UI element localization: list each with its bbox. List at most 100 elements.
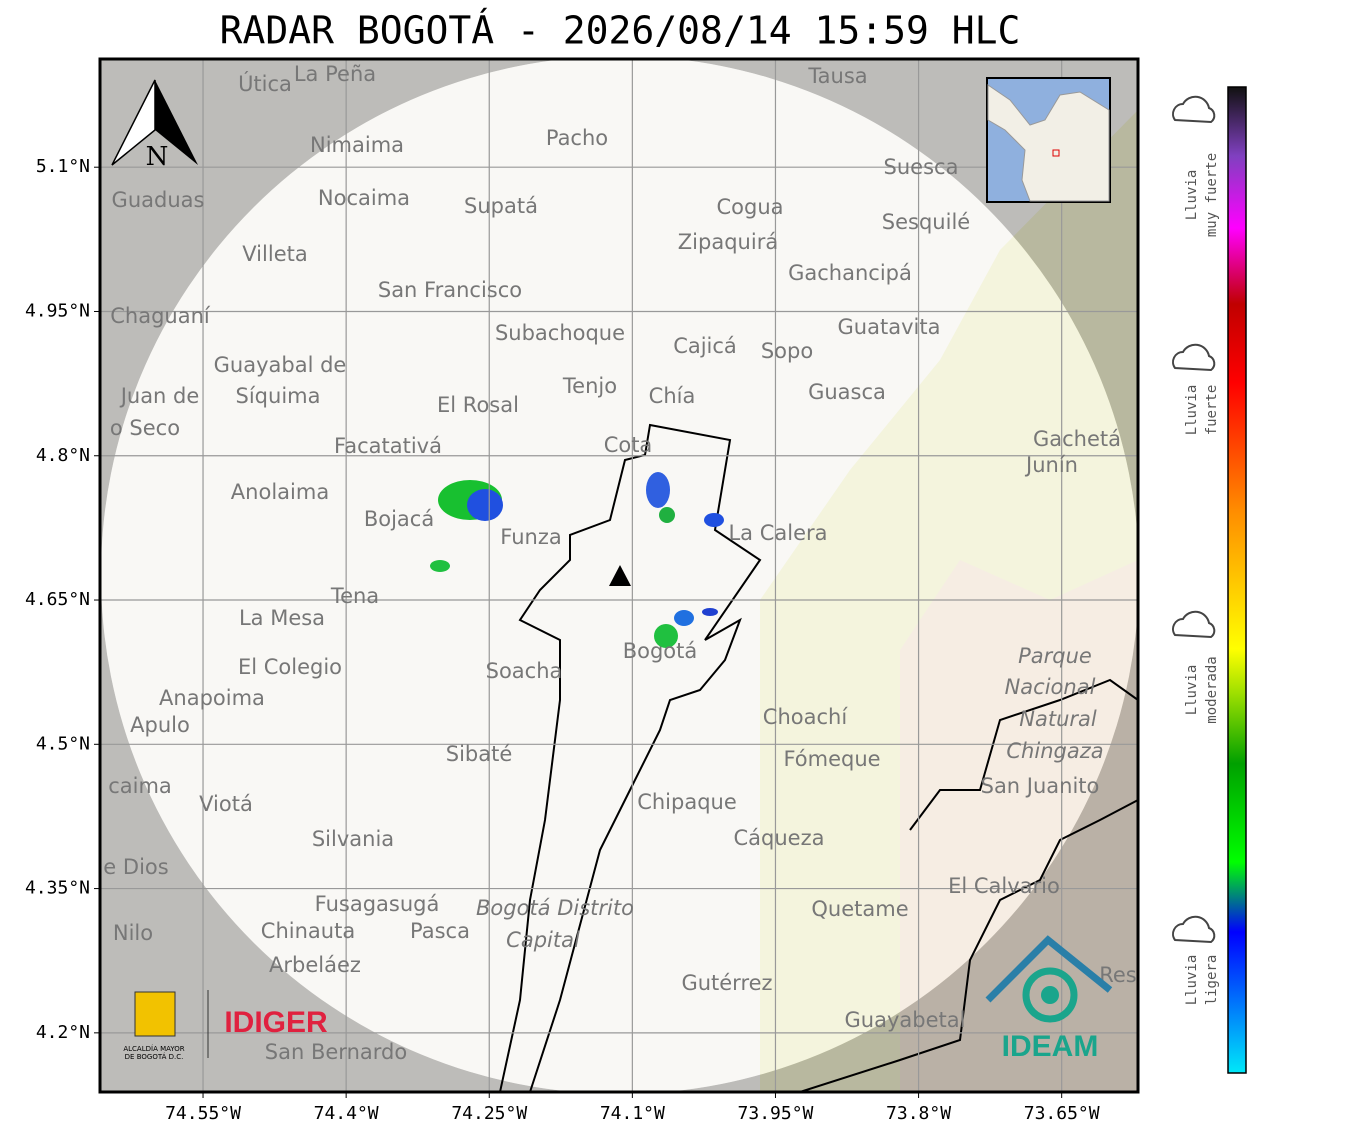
town-label: Funza bbox=[500, 525, 561, 549]
logo-alcaldia: ALCALDÍA MAYOR DE BOGOTÁ D.C. IDIGER bbox=[123, 990, 328, 1061]
town-label: Pacho bbox=[546, 126, 608, 150]
town-label: La Calera bbox=[728, 521, 827, 545]
town-label: Chaguaní bbox=[110, 304, 211, 328]
x-tick-label: 73.95°W bbox=[738, 1103, 814, 1124]
x-tick-label: 74.1°W bbox=[600, 1103, 665, 1124]
rain-category: ligera bbox=[1204, 955, 1220, 1006]
grid bbox=[100, 59, 1138, 1092]
town-label: Nocaima bbox=[318, 186, 410, 210]
rain-category: Lluvia bbox=[1184, 385, 1200, 436]
rain-category: muy fuerte bbox=[1204, 153, 1220, 237]
town-label: Cogua bbox=[716, 195, 783, 219]
town-label: e Dios bbox=[103, 855, 168, 879]
town-label: Chía bbox=[649, 384, 696, 408]
town-label: Sibaté bbox=[446, 742, 513, 766]
x-tick-label: 74.55°W bbox=[165, 1103, 241, 1124]
town-label: Apulo bbox=[130, 713, 190, 737]
rain-icon bbox=[1172, 95, 1216, 124]
town-label: Gutérrez bbox=[681, 971, 772, 995]
town-label: Sesquilé bbox=[882, 210, 970, 234]
town-label: Bojacá bbox=[364, 507, 434, 531]
rain-icon bbox=[1172, 915, 1216, 944]
y-tick-label: 4.95°N bbox=[25, 300, 90, 321]
rain-icon bbox=[1172, 610, 1216, 639]
town-label: Anolaima bbox=[231, 480, 329, 504]
town-label: Silvania bbox=[312, 827, 394, 851]
town-label: Guayabal de bbox=[214, 353, 347, 377]
town-label: San Bernardo bbox=[265, 1040, 407, 1064]
north-arrow: N bbox=[111, 79, 198, 172]
town-label: Guasca bbox=[808, 380, 886, 404]
town-label: Facatativá bbox=[334, 434, 442, 458]
park-label: Parque bbox=[1018, 644, 1092, 668]
town-label: Chinauta bbox=[261, 919, 355, 943]
town-label: Pasca bbox=[410, 919, 470, 943]
town-label: Fómeque bbox=[783, 747, 880, 771]
town-label: Subachoque bbox=[495, 321, 625, 345]
rain-category: Lluvia bbox=[1184, 665, 1200, 716]
town-label: Cota bbox=[604, 433, 653, 457]
town-label: Nilo bbox=[113, 921, 153, 945]
rain-category: Lluvia bbox=[1184, 955, 1200, 1006]
district-label: Capital bbox=[506, 928, 580, 952]
town-label: Nimaima bbox=[310, 133, 404, 157]
y-tick-label: 4.8°N bbox=[36, 445, 90, 466]
park-label: Nacional bbox=[1005, 675, 1096, 699]
town-label: Síquima bbox=[236, 384, 321, 408]
x-tick-label: 74.25°W bbox=[451, 1103, 527, 1124]
logo-text: DE BOGOTÁ D.C. bbox=[125, 1052, 184, 1061]
rain-category: Lluvia bbox=[1184, 170, 1200, 221]
inset-map bbox=[986, 77, 1111, 203]
rain-icon bbox=[1172, 343, 1216, 372]
town-label: Gachancipá bbox=[788, 261, 912, 285]
town-label: Soacha bbox=[486, 659, 563, 683]
town-labels: Útica La Peña Tausa Pacho Nimaima Suesca Guadu… bbox=[103, 62, 1136, 1064]
town-label: Villeta bbox=[242, 242, 307, 266]
park-label: Natural bbox=[1019, 707, 1097, 731]
y-tick-label: 5.1°N bbox=[36, 156, 90, 177]
town-label: Sopo bbox=[761, 339, 813, 363]
town-label: Guaduas bbox=[112, 188, 205, 212]
town-label: Supatá bbox=[464, 194, 538, 218]
district-label: Bogotá Distrito bbox=[476, 896, 634, 920]
town-label: La Peña bbox=[294, 62, 376, 86]
x-tick-label: 73.65°W bbox=[1024, 1103, 1100, 1124]
town-label: Útica bbox=[238, 71, 292, 96]
rain-category: fuerte bbox=[1204, 385, 1220, 436]
town-label: Juan de bbox=[119, 384, 200, 408]
town-label: Chipaque bbox=[637, 790, 737, 814]
x-tick-label: 73.8°W bbox=[886, 1103, 951, 1124]
town-label: Arbeláez bbox=[269, 953, 361, 977]
town-label: Cáqueza bbox=[734, 826, 825, 850]
town-label: Choachí bbox=[763, 705, 849, 729]
radar-site bbox=[609, 565, 631, 586]
town-label: El Calvario bbox=[948, 874, 1060, 898]
rain-category: moderada bbox=[1204, 656, 1220, 723]
town-label: Tausa bbox=[807, 64, 867, 88]
y-tick-label: 4.65°N bbox=[25, 589, 90, 610]
town-label: San Juanito bbox=[981, 774, 1100, 798]
map-base bbox=[100, 59, 1138, 1092]
logo-ideam: IDEAM bbox=[985, 935, 1113, 1063]
town-label: Suesca bbox=[884, 155, 959, 179]
park-label: Chingaza bbox=[1006, 739, 1103, 763]
town-label: Gachetá bbox=[1033, 427, 1121, 451]
town-label: Bogotá bbox=[623, 639, 698, 663]
town-label: Fusagasugá bbox=[315, 892, 440, 916]
colorbar bbox=[1227, 86, 1247, 1074]
y-tick-label: 4.2°N bbox=[36, 1022, 90, 1043]
town-label: Anapoima bbox=[159, 686, 265, 710]
map-frame bbox=[98, 57, 1140, 1094]
radar-echoes bbox=[430, 472, 724, 648]
town-label: Guayabetal bbox=[845, 1008, 966, 1032]
logo-ideam-text: IDEAM bbox=[1002, 1030, 1099, 1063]
title: RADAR BOGOTÁ - 2026/08/14 15:59 HLC bbox=[220, 9, 1021, 53]
town-label: Tenjo bbox=[562, 374, 617, 398]
town-label: Quetame bbox=[811, 897, 908, 921]
town-label: San Francisco bbox=[378, 278, 522, 302]
town-label: Viotá bbox=[199, 792, 253, 816]
town-label: El Colegio bbox=[238, 655, 342, 679]
logo-text: ALCALDÍA MAYOR bbox=[123, 1044, 184, 1053]
town-label: Tena bbox=[330, 584, 379, 608]
town-label: o Seco bbox=[110, 416, 180, 440]
